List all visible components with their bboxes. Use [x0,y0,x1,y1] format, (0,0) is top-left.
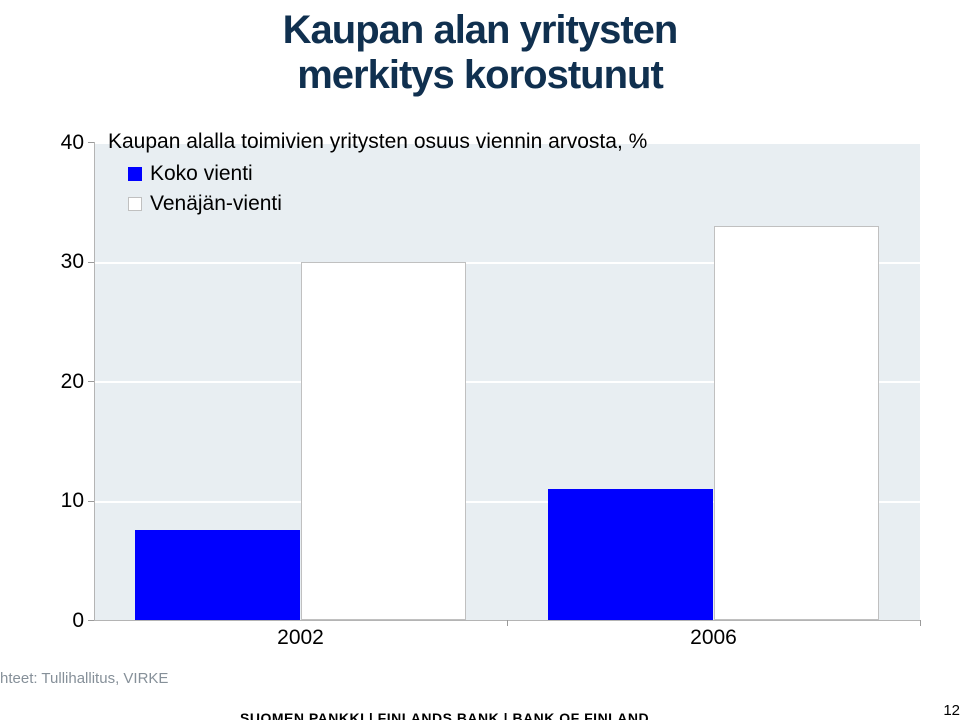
y-tick-label: 10 [54,489,84,513]
legend-swatch [128,197,142,211]
bar [301,262,466,621]
legend-label: Venäjän-vienti [150,192,282,216]
page-number: 12 [943,702,960,719]
y-tick-label: 30 [54,250,84,274]
y-tick-label: 40 [54,131,84,155]
slide-title: Kaupan alan yritysten merkitys korostunu… [0,8,960,98]
bar [714,226,879,620]
footer-text: SUOMEN PANKKI | FINLANDS BANK | BANK OF … [240,710,649,720]
legend-item: Koko vienti [128,162,282,186]
chart-subtitle: Kaupan alalla toimivien yritysten osuus … [108,130,647,154]
x-tick-label: 2006 [507,626,920,650]
x-tick-mark [920,620,921,626]
y-axis [94,142,95,620]
legend-item: Venäjän-vienti [128,192,282,216]
chart-panel: 0 10 20 30 40 20022006 Kaupan alalla toimivien… [46,120,928,652]
bar [548,489,713,620]
source-text: hteet: Tullihallitus, VIRKE [0,670,168,687]
y-tick-label: 0 [54,609,84,633]
legend: Koko vienti Venäjän-vienti [128,162,282,222]
legend-swatch [128,167,142,181]
bar [135,530,300,620]
x-tick-label: 2002 [94,626,507,650]
y-tick-label: 20 [54,370,84,394]
legend-label: Koko vienti [150,162,253,186]
